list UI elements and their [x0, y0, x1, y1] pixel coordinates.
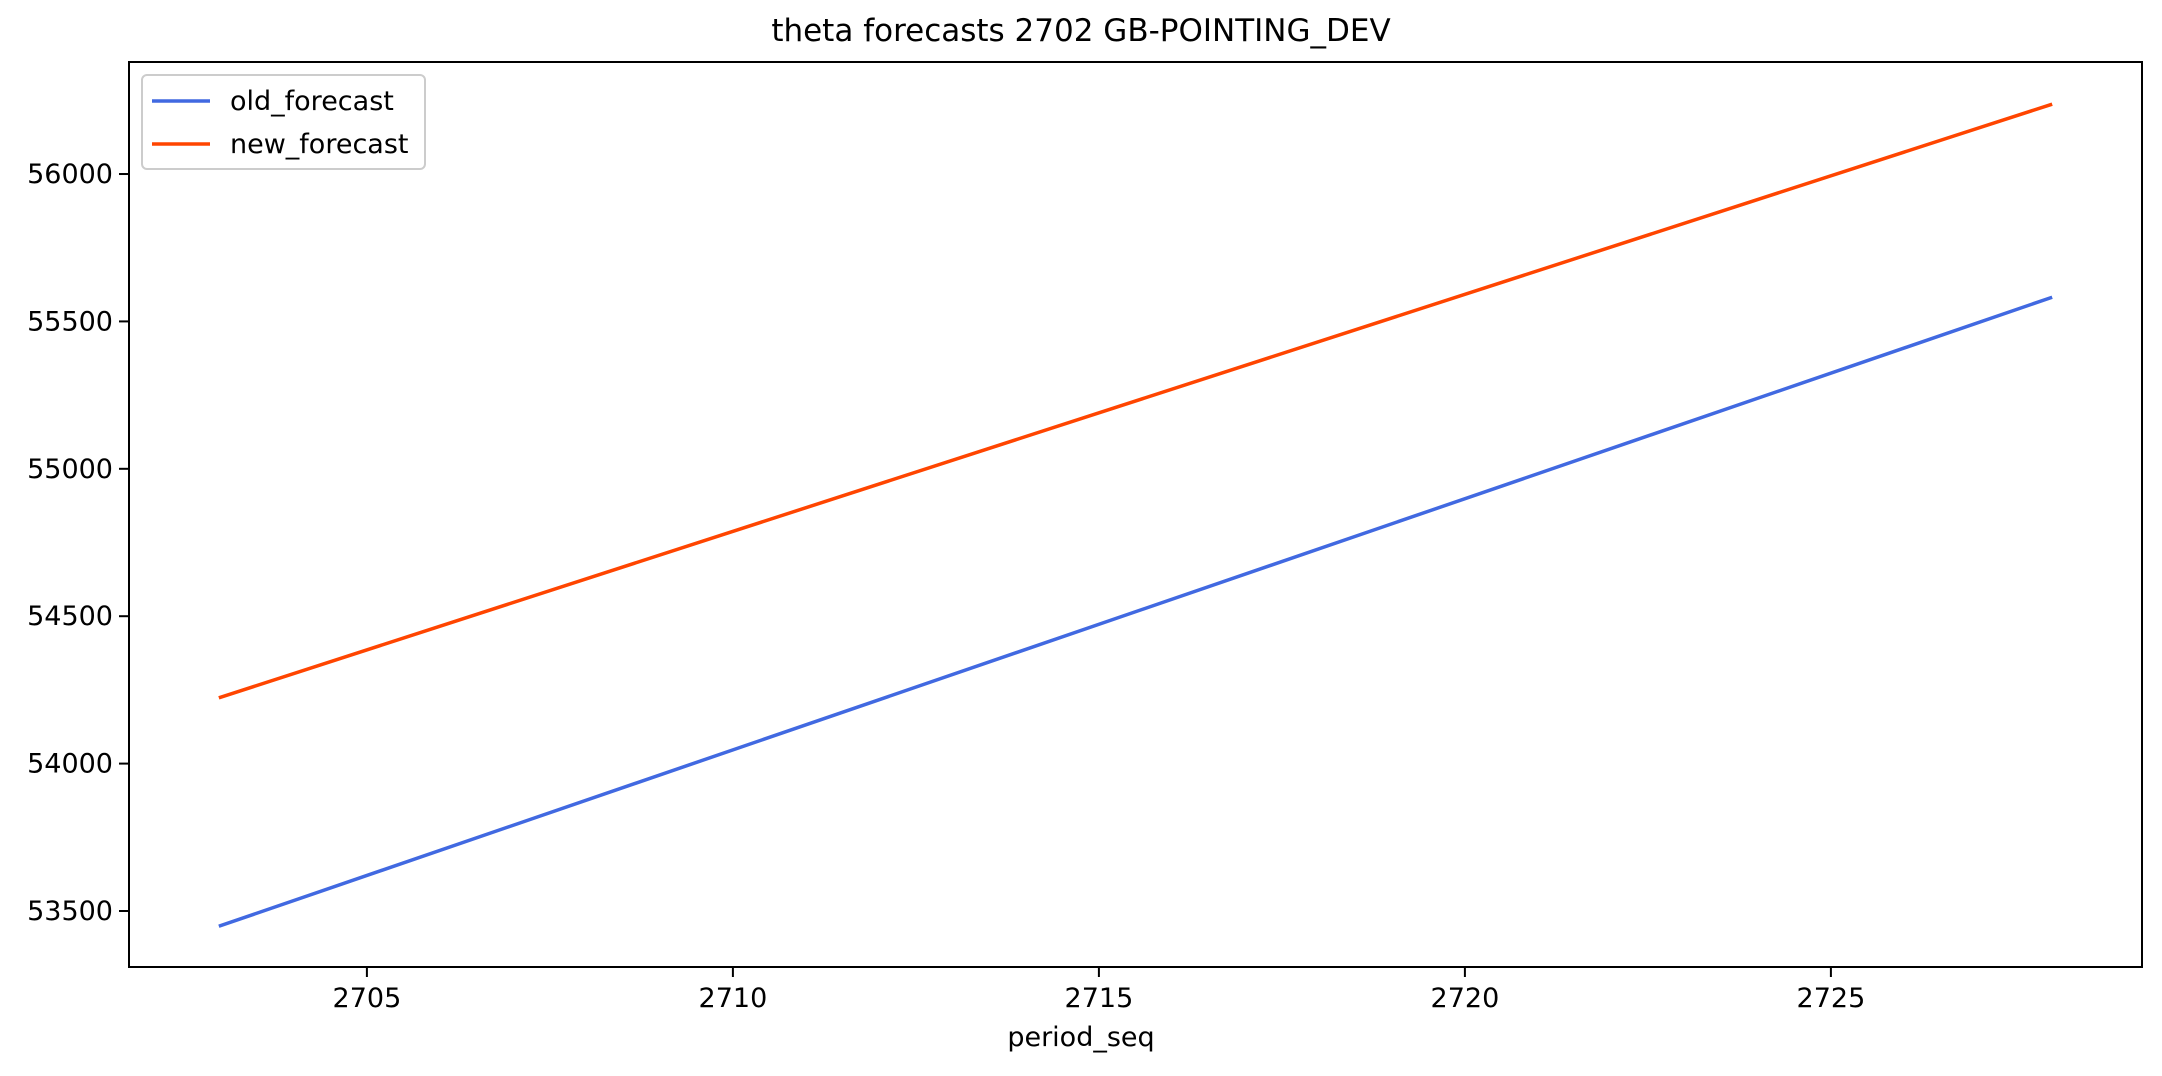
x-tick-label: 2705 — [333, 983, 402, 1014]
legend-label-new_forecast: new_forecast — [230, 129, 409, 160]
legend-label-old_forecast: old_forecast — [230, 86, 394, 117]
y-tick-label: 54000 — [27, 749, 113, 780]
series-line-new_forecast — [218, 102, 2053, 700]
x-tick-label: 2725 — [1797, 983, 1866, 1014]
x-tick-label: 2710 — [699, 983, 768, 1014]
plot-frame — [128, 61, 2143, 968]
y-tick-label: 55500 — [27, 306, 113, 337]
x-tick-label: 2715 — [1065, 983, 1134, 1014]
y-tick-label: 53500 — [27, 896, 113, 927]
y-axis: 53500 54000 54500 55000 55500 56000 — [27, 159, 129, 927]
series-layer — [218, 102, 2053, 928]
x-axis: 2705 2710 2715 2720 2725 — [333, 967, 1866, 1014]
x-axis-label: period_seq — [1007, 1022, 1155, 1053]
x-tick-label: 2720 — [1431, 983, 1500, 1014]
y-tick-label: 56000 — [27, 159, 113, 190]
y-tick-label: 55000 — [27, 454, 113, 485]
y-tick-label: 54500 — [27, 601, 113, 632]
series-line-old_forecast — [218, 295, 2053, 928]
legend-box — [141, 74, 426, 170]
legend: old_forecast new_forecast — [141, 74, 426, 170]
chart-title: theta forecasts 2702 GB-POINTING_DEV — [771, 13, 1391, 49]
